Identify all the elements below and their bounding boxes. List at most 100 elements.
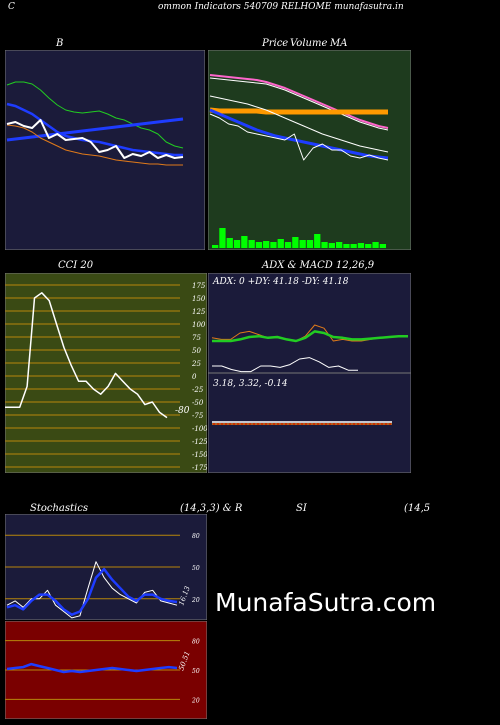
macd-histogram-bar: [289, 423, 291, 425]
macd-histogram-bar: [217, 423, 219, 425]
cci-tick-label: -175: [192, 464, 207, 472]
macd-histogram-bar: [297, 423, 299, 425]
volume-bar: [233, 240, 241, 248]
volume-bar: [292, 237, 299, 248]
macd-histogram-bar: [361, 423, 363, 425]
macd-histogram-bar: [369, 423, 371, 425]
macd-histogram-bar: [349, 423, 351, 425]
bollinger-series-line: [6, 124, 183, 166]
volume-bar: [241, 236, 248, 248]
stoch-tick-label: 20: [191, 597, 200, 604]
price-series-line: [209, 113, 389, 161]
macd-histogram-bar: [385, 423, 387, 425]
macd-histogram-bar: [293, 423, 295, 425]
macd-histogram-bar: [233, 423, 235, 425]
adx-line: [212, 330, 408, 343]
macd-histogram-bar: [317, 423, 319, 425]
adx-title: ADX & MACD 12,26,9: [262, 260, 375, 271]
stoch-title-1: Stochastics: [30, 503, 88, 514]
macd-histogram-bar: [285, 423, 287, 425]
macd-histogram-bar: [341, 423, 343, 425]
stoch-tick-label: 80: [192, 533, 200, 540]
volume-bar: [350, 244, 357, 248]
macd-histogram-bar: [225, 423, 227, 425]
macd-histogram-bar: [345, 423, 347, 425]
macd-histogram-bar: [253, 423, 255, 425]
price-ma-chart: [208, 50, 411, 250]
cci-last-value: -80: [175, 406, 190, 416]
macd-histogram-bar: [281, 423, 283, 425]
macd-histogram-bar: [249, 423, 251, 425]
cci-tick-label: 25: [191, 360, 201, 368]
volume-bar: [212, 245, 219, 248]
volume-bar: [379, 244, 386, 248]
cci-tick-label: 175: [192, 282, 206, 290]
bollinger-title: B: [56, 38, 64, 49]
stoch-k-line: [6, 567, 178, 616]
rsi-tick-label: 20: [191, 697, 200, 704]
cci-title: CCI 20: [58, 260, 94, 271]
macd-histogram-bar: [373, 423, 375, 425]
macd-histogram-bar: [277, 423, 279, 425]
macd-histogram-bar: [353, 423, 355, 425]
cci-tick-label: 150: [192, 295, 206, 303]
rsi-line: [6, 662, 178, 674]
volume-bar: [314, 234, 321, 248]
bollinger-chart: [5, 50, 205, 250]
bollinger-series-line: [6, 102, 183, 157]
volume-bar: [365, 244, 372, 248]
macd-histogram-bar: [313, 423, 315, 425]
macd-histogram-bar: [377, 423, 379, 425]
page-title: ommon Indicators 540709 RELHOME munafasu…: [158, 2, 404, 12]
volume-bar: [248, 240, 255, 248]
volume-bar: [219, 228, 226, 248]
cci-tick-label: -75: [192, 412, 204, 420]
price-series-line: [209, 74, 389, 129]
cci-tick-label: 75: [192, 334, 201, 342]
macd-histogram-bar: [325, 423, 327, 425]
macd-histogram-bar: [229, 423, 231, 425]
volume-bar: [299, 240, 306, 248]
volume-bar: [263, 241, 270, 248]
macd-histogram-bar: [337, 423, 339, 425]
macd-histogram-bar: [301, 423, 303, 425]
stoch-title-4: (14,5: [404, 503, 431, 514]
macd-histogram-bar: [241, 423, 243, 425]
macd-histogram-bar: [333, 423, 335, 425]
adx-lower-line: [212, 357, 358, 373]
volume-bar: [321, 242, 328, 248]
volume-bar: [270, 242, 277, 248]
rsi-tick-label: 50: [192, 668, 200, 675]
volume-bar: [277, 239, 284, 248]
volume-bar: [343, 244, 350, 248]
macd-histogram-bar: [269, 423, 271, 425]
macd-histogram-bar: [221, 423, 223, 425]
volume-bar: [306, 240, 314, 248]
volume-bar: [226, 238, 233, 248]
cci-line: [5, 292, 168, 419]
macd-histogram-bar: [257, 423, 259, 425]
price-title-price: Price: [262, 38, 289, 49]
watermark: MunafaSutra.com: [215, 588, 437, 617]
bollinger-series-line: [6, 119, 184, 159]
price-series-line: [209, 77, 389, 131]
adx-background: [208, 273, 411, 373]
cci-tick-label: -150: [192, 451, 207, 459]
macd-histogram-bar: [237, 423, 239, 425]
cci-tick-label: 0: [192, 373, 197, 381]
macd-histogram-bar: [365, 423, 367, 425]
price-series-line: [209, 95, 389, 153]
cci-tick-label: 50: [192, 347, 201, 355]
header-corner-left: C: [8, 2, 15, 12]
macd-histogram-bar: [321, 423, 323, 425]
cci-background: [5, 273, 207, 473]
price-title-volume: Volume: [290, 38, 328, 49]
stoch-title-3: SI: [296, 503, 307, 514]
volume-bar: [357, 243, 365, 248]
stoch-title-2: (14,3,3) & R: [180, 503, 243, 514]
cci-chart: 175 150 125 100 75 50 25 0 -25 -50 -75 -100 -125 -150…: [5, 273, 207, 473]
macd-chart: 3.18, 3.32, -0.14: [208, 373, 411, 473]
macd-histogram-bar: [329, 423, 331, 425]
